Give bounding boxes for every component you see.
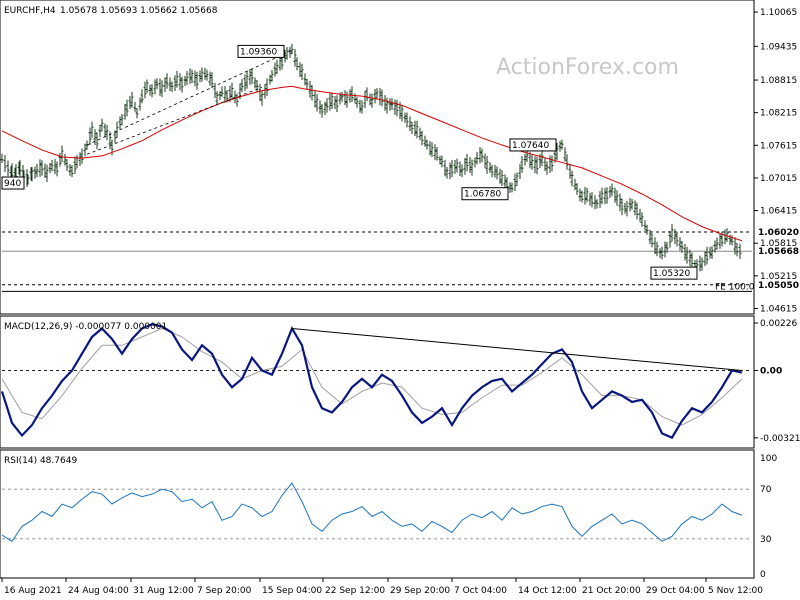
rsi-line	[1, 482, 743, 542]
price-y-tick-label: 1.05815	[760, 239, 797, 249]
level-label-1: 1.05668	[758, 247, 799, 257]
price-y-tick-label: 1.07615	[760, 141, 797, 151]
annotation-box-4	[1, 176, 25, 190]
annotation-box-0	[237, 44, 285, 58]
moving-average-line	[1, 85, 743, 242]
price-ohlc: 1.05678 1.05693 1.05662 1.05668	[60, 6, 218, 16]
watermark: ActionForex.com	[496, 55, 679, 80]
price-y-tick-label: 1.10065	[760, 8, 797, 18]
x-tick-label: 5 Nov 12:00	[708, 586, 763, 596]
rsi-y-tick-label: 70	[760, 485, 772, 495]
x-tick-label: 22 Sep 12:00	[325, 586, 385, 596]
macd-y-tick-label: 0.00	[760, 366, 782, 376]
x-tick-label: 29 Oct 04:00	[646, 586, 705, 596]
x-tick-label: 7 Sep 20:00	[197, 586, 252, 596]
annotation-label-0: 1.09360	[240, 47, 277, 57]
annotation-box-3	[650, 266, 698, 280]
x-tick-label: 7 Oct 04:00	[454, 586, 507, 596]
rsi-header: RSI(14) 48.7649	[4, 456, 77, 466]
x-tick-label: 21 Oct 20:00	[582, 586, 641, 596]
fe-label: FE 100.0	[715, 282, 755, 292]
rsi-y-tick-label: 0	[760, 570, 766, 580]
annotation-box-1	[509, 138, 557, 152]
x-tick-label: 24 Aug 04:00	[68, 586, 129, 596]
price-y-tick-label: 1.07015	[760, 174, 797, 184]
x-tick-label: 14 Oct 12:00	[518, 586, 577, 596]
macd-trendline	[291, 327, 743, 371]
price-panel	[0, 0, 755, 315]
price-y-tick-label: 1.04615	[760, 304, 797, 314]
level-label-0: 1.06020	[758, 228, 799, 238]
price-header: EURCHF,H4	[4, 6, 56, 16]
macd-y-tick-label: 0.00226	[760, 319, 797, 329]
annotation-label-2: 1.06780	[464, 190, 501, 200]
macd-line	[0, 323, 743, 439]
annotation-box-2	[461, 187, 509, 201]
price-y-tick-label: 1.05215	[760, 272, 797, 282]
annotation-label-3: 1.05320	[653, 269, 690, 279]
level-label-2: 1.05050	[758, 281, 799, 291]
rsi-y-tick-label: 30	[760, 535, 772, 545]
x-tick-label: 15 Sep 04:00	[262, 586, 322, 596]
price-y-tick-label: 1.08215	[760, 109, 797, 119]
price-y-tick-label: 1.09435	[760, 42, 797, 52]
channel-line-lower	[86, 87, 263, 155]
price-y-tick-label: 1.08815	[760, 76, 797, 86]
x-tick-label: 31 Aug 12:00	[133, 586, 194, 596]
x-tick-label: 16 Aug 2021	[4, 586, 62, 596]
rsi-y-tick-label: 100	[760, 454, 777, 464]
price-y-tick-label: 1.06415	[760, 207, 797, 217]
x-tick-label: 29 Sep 20:00	[390, 586, 450, 596]
annotation-label-4: 940	[4, 179, 21, 189]
macd-header: MACD(12,26,9) -0.000077 0.000001	[4, 322, 167, 332]
annotation-label-1: 1.07640	[512, 141, 549, 151]
channel-line-upper	[86, 50, 293, 146]
